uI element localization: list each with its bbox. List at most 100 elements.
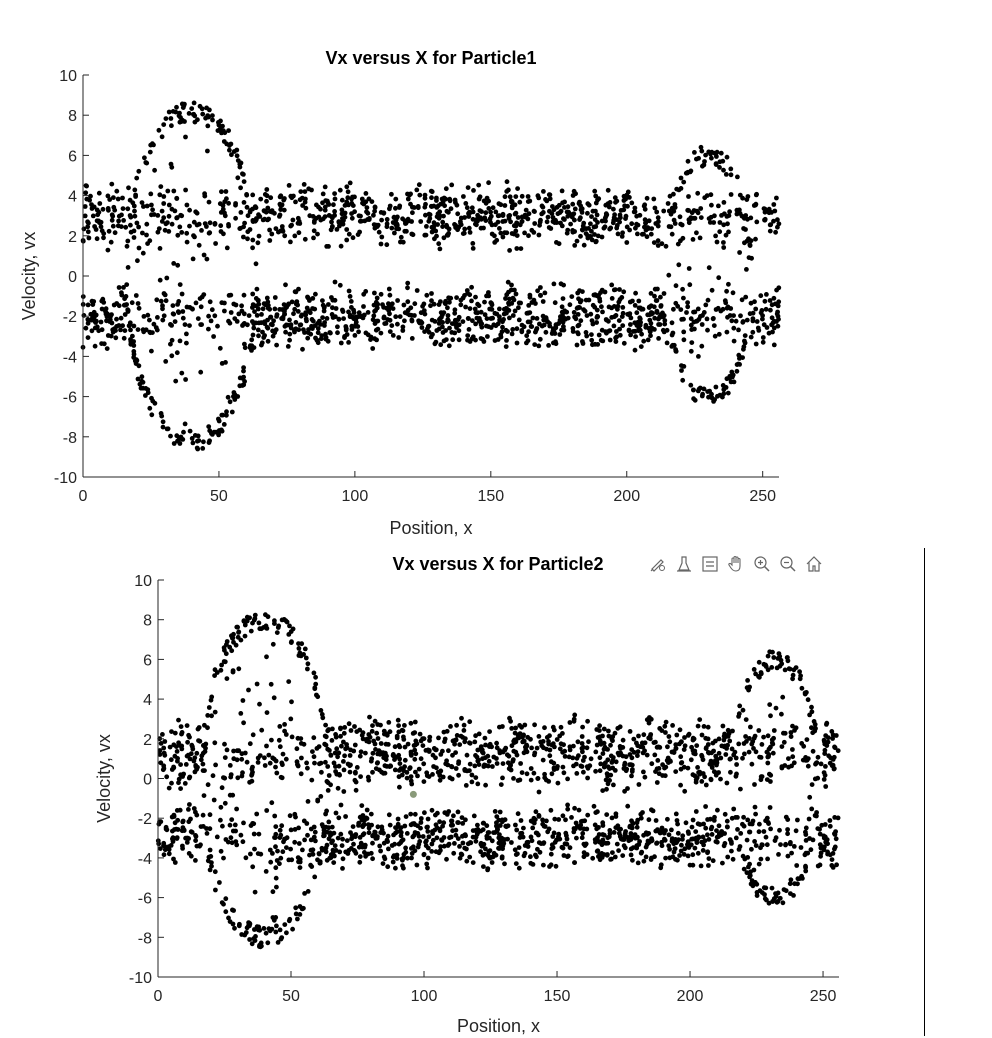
legend-button[interactable] bbox=[698, 552, 722, 576]
data-point bbox=[386, 720, 392, 725]
data-point bbox=[727, 837, 733, 842]
data-point bbox=[676, 262, 682, 268]
data-point bbox=[353, 769, 358, 775]
data-point bbox=[551, 281, 557, 287]
data-point bbox=[528, 854, 533, 860]
data-point bbox=[429, 807, 435, 813]
data-point bbox=[351, 307, 356, 313]
data-point bbox=[777, 895, 783, 901]
data-point bbox=[736, 352, 742, 358]
data-point bbox=[241, 179, 247, 185]
data-point bbox=[694, 230, 699, 236]
data-point bbox=[778, 657, 784, 663]
data-point bbox=[473, 321, 478, 327]
data-tips-button[interactable] bbox=[672, 552, 696, 576]
data-point bbox=[259, 312, 264, 317]
data-point bbox=[597, 755, 603, 761]
data-point bbox=[391, 753, 397, 759]
highlighted-data-point[interactable] bbox=[408, 789, 418, 799]
data-point bbox=[255, 760, 261, 765]
data-point bbox=[513, 852, 519, 857]
data-point bbox=[750, 818, 756, 824]
data-point bbox=[515, 811, 521, 817]
data-point bbox=[301, 741, 307, 747]
data-point bbox=[100, 206, 106, 212]
zoom-in-button[interactable] bbox=[750, 552, 774, 576]
data-point bbox=[405, 285, 410, 291]
data-point bbox=[188, 853, 194, 859]
data-point bbox=[776, 651, 782, 656]
data-point bbox=[483, 846, 488, 852]
data-point bbox=[731, 313, 736, 318]
data-point bbox=[332, 750, 338, 756]
data-point bbox=[731, 338, 737, 344]
data-point bbox=[781, 730, 786, 736]
home-button[interactable] bbox=[802, 552, 826, 576]
data-point bbox=[548, 807, 554, 813]
data-point bbox=[352, 724, 357, 729]
data-point bbox=[525, 844, 531, 849]
data-point bbox=[575, 739, 581, 745]
data-point bbox=[552, 816, 558, 822]
data-point bbox=[440, 224, 445, 230]
brush-button[interactable] bbox=[646, 552, 670, 576]
data-point bbox=[272, 306, 278, 312]
data-point bbox=[310, 847, 316, 853]
data-point bbox=[357, 854, 363, 859]
data-point bbox=[443, 196, 449, 202]
data-point bbox=[472, 739, 478, 745]
data-point bbox=[518, 761, 523, 766]
data-point bbox=[480, 756, 485, 762]
data-point bbox=[597, 723, 602, 729]
data-point bbox=[189, 106, 195, 111]
data-point bbox=[416, 833, 422, 839]
data-point bbox=[518, 246, 524, 252]
data-point bbox=[475, 822, 480, 828]
data-point bbox=[219, 662, 225, 668]
data-point bbox=[277, 927, 283, 933]
data-point bbox=[573, 316, 579, 322]
zoom-out-button[interactable] bbox=[776, 552, 800, 576]
data-point bbox=[190, 746, 196, 752]
data-point bbox=[149, 395, 154, 401]
data-point bbox=[658, 294, 663, 300]
data-point bbox=[636, 782, 642, 787]
data-point bbox=[392, 744, 398, 750]
data-point bbox=[395, 717, 401, 723]
data-point bbox=[697, 385, 703, 391]
data-point bbox=[227, 822, 233, 828]
data-point bbox=[437, 826, 443, 832]
data-point bbox=[311, 228, 317, 234]
data-point bbox=[482, 299, 487, 305]
data-point bbox=[336, 316, 342, 322]
data-point bbox=[690, 237, 696, 242]
data-point bbox=[502, 747, 507, 753]
data-point bbox=[461, 728, 467, 733]
data-point bbox=[728, 769, 733, 775]
data-point bbox=[411, 833, 417, 838]
data-point bbox=[709, 202, 714, 208]
data-point bbox=[222, 300, 227, 306]
data-point bbox=[168, 843, 174, 848]
data-point bbox=[402, 757, 408, 763]
data-point bbox=[608, 225, 614, 231]
data-point bbox=[323, 336, 329, 342]
data-point bbox=[375, 751, 381, 757]
data-point bbox=[324, 316, 330, 321]
data-point bbox=[530, 825, 536, 831]
data-point bbox=[378, 291, 384, 297]
data-point bbox=[703, 746, 709, 751]
data-point bbox=[509, 282, 514, 288]
data-point bbox=[733, 773, 739, 779]
data-point bbox=[436, 241, 442, 247]
data-point bbox=[495, 213, 501, 219]
data-point bbox=[706, 265, 712, 271]
data-point bbox=[541, 189, 546, 194]
data-point bbox=[671, 849, 677, 855]
data-point bbox=[467, 230, 473, 235]
data-point bbox=[232, 822, 238, 828]
axes-toolbar bbox=[646, 551, 826, 577]
data-point bbox=[746, 749, 752, 755]
data-point bbox=[538, 217, 543, 223]
pan-button[interactable] bbox=[724, 552, 748, 576]
